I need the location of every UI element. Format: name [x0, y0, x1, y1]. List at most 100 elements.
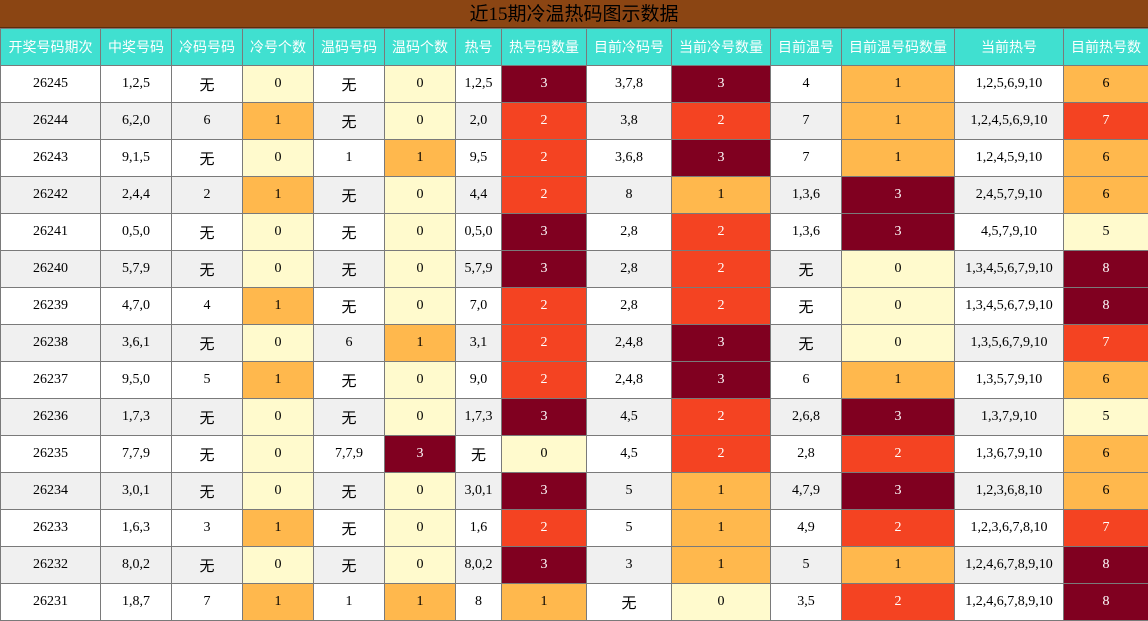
cell-winning-number: 0,5,0 [101, 214, 172, 251]
cell-warm-numbers: 无 [314, 103, 385, 140]
cell-hot-count: 3 [502, 214, 587, 251]
cell-current-warm-count: 2 [842, 584, 955, 621]
cell-current-cold: 4,5 [587, 436, 672, 473]
cell-current-warm: 3,5 [771, 584, 842, 621]
cell-current-warm: 4,7,9 [771, 473, 842, 510]
cell-current-warm: 无 [771, 251, 842, 288]
cell-current-hot-count: 6 [1064, 436, 1148, 473]
cell-cold-count: 0 [243, 399, 314, 436]
cell-winning-number: 1,7,3 [101, 399, 172, 436]
cell-current-cold: 无 [587, 584, 672, 621]
cell-cold-count: 0 [243, 214, 314, 251]
data-table: 开奖号码期次中奖号码冷码号码冷号个数温码号码温码个数热号热号码数量目前冷码号当前… [0, 28, 1148, 621]
cell-period: 26232 [1, 547, 101, 584]
cell-current-warm-count: 3 [842, 177, 955, 214]
cell-warm-count: 0 [385, 362, 456, 399]
cell-warm-numbers: 1 [314, 584, 385, 621]
cell-current-warm-count: 2 [842, 510, 955, 547]
cell-hot-numbers: 9,0 [456, 362, 502, 399]
cell-current-hot: 1,2,4,5,9,10 [955, 140, 1064, 177]
header-col-current-hot-count: 目前热号数 [1064, 29, 1148, 66]
cell-cold-count: 0 [243, 473, 314, 510]
cell-cold-numbers: 无 [172, 251, 243, 288]
cell-warm-count: 0 [385, 177, 456, 214]
header-col-current-cold-count: 当前冷号数量 [672, 29, 771, 66]
cell-current-hot-count: 6 [1064, 66, 1148, 103]
cell-current-cold-count: 2 [672, 214, 771, 251]
cell-warm-count: 1 [385, 325, 456, 362]
cell-warm-numbers: 无 [314, 399, 385, 436]
cell-hot-numbers: 1,7,3 [456, 399, 502, 436]
header-col-winning-number: 中奖号码 [101, 29, 172, 66]
cell-period: 26231 [1, 584, 101, 621]
cell-current-hot: 1,2,3,6,8,10 [955, 473, 1064, 510]
cell-cold-numbers: 4 [172, 288, 243, 325]
cell-current-warm: 7 [771, 140, 842, 177]
cell-current-hot: 2,4,5,7,9,10 [955, 177, 1064, 214]
cell-current-hot: 1,2,4,5,6,9,10 [955, 103, 1064, 140]
cell-current-warm-count: 0 [842, 325, 955, 362]
header-col-hot-count: 热号码数量 [502, 29, 587, 66]
cell-period: 26234 [1, 473, 101, 510]
cell-current-cold: 2,4,8 [587, 325, 672, 362]
cell-current-cold-count: 2 [672, 399, 771, 436]
cell-hot-numbers: 5,7,9 [456, 251, 502, 288]
cell-hot-count: 2 [502, 325, 587, 362]
cell-current-cold-count: 1 [672, 177, 771, 214]
cell-current-cold-count: 2 [672, 103, 771, 140]
cell-hot-count: 2 [502, 362, 587, 399]
cell-hot-numbers: 无 [456, 436, 502, 473]
cell-winning-number: 2,4,4 [101, 177, 172, 214]
cell-cold-numbers: 无 [172, 547, 243, 584]
table-header-row: 开奖号码期次中奖号码冷码号码冷号个数温码号码温码个数热号热号码数量目前冷码号当前… [1, 29, 1148, 66]
cell-current-warm-count: 1 [842, 103, 955, 140]
cell-cold-numbers: 无 [172, 325, 243, 362]
cell-cold-count: 1 [243, 510, 314, 547]
cell-warm-numbers: 7,7,9 [314, 436, 385, 473]
header-col-cold-numbers: 冷码号码 [172, 29, 243, 66]
cell-period: 26235 [1, 436, 101, 473]
page-title: 近15期冷温热码图示数据 [0, 0, 1148, 28]
cell-hot-numbers: 8 [456, 584, 502, 621]
cell-warm-count: 0 [385, 251, 456, 288]
cell-current-cold-count: 2 [672, 436, 771, 473]
header-col-hot-numbers: 热号 [456, 29, 502, 66]
cell-current-cold: 5 [587, 473, 672, 510]
cell-hot-numbers: 7,0 [456, 288, 502, 325]
cell-warm-numbers: 无 [314, 177, 385, 214]
cell-warm-numbers: 1 [314, 140, 385, 177]
cell-warm-count: 1 [385, 140, 456, 177]
header-col-current-warm: 目前温号 [771, 29, 842, 66]
header-col-current-cold: 目前冷码号 [587, 29, 672, 66]
cell-current-warm: 6 [771, 362, 842, 399]
header-col-cold-count: 冷号个数 [243, 29, 314, 66]
cell-current-hot-count: 7 [1064, 103, 1148, 140]
cell-current-hot: 1,3,4,5,6,7,9,10 [955, 288, 1064, 325]
cell-hot-count: 3 [502, 66, 587, 103]
cell-cold-count: 0 [243, 251, 314, 288]
cell-hot-count: 3 [502, 399, 587, 436]
cell-current-hot-count: 6 [1064, 177, 1148, 214]
cell-hot-count: 2 [502, 103, 587, 140]
cell-cold-count: 0 [243, 140, 314, 177]
cell-winning-number: 7,7,9 [101, 436, 172, 473]
cell-hot-count: 0 [502, 436, 587, 473]
cell-period: 26241 [1, 214, 101, 251]
cell-current-hot-count: 8 [1064, 547, 1148, 584]
cell-current-warm: 4 [771, 66, 842, 103]
cell-current-cold-count: 0 [672, 584, 771, 621]
cell-cold-numbers: 无 [172, 473, 243, 510]
cell-winning-number: 9,5,0 [101, 362, 172, 399]
cell-period: 26242 [1, 177, 101, 214]
cell-hot-numbers: 0,5,0 [456, 214, 502, 251]
cell-warm-count: 0 [385, 399, 456, 436]
cell-current-warm-count: 3 [842, 473, 955, 510]
cell-period: 26244 [1, 103, 101, 140]
